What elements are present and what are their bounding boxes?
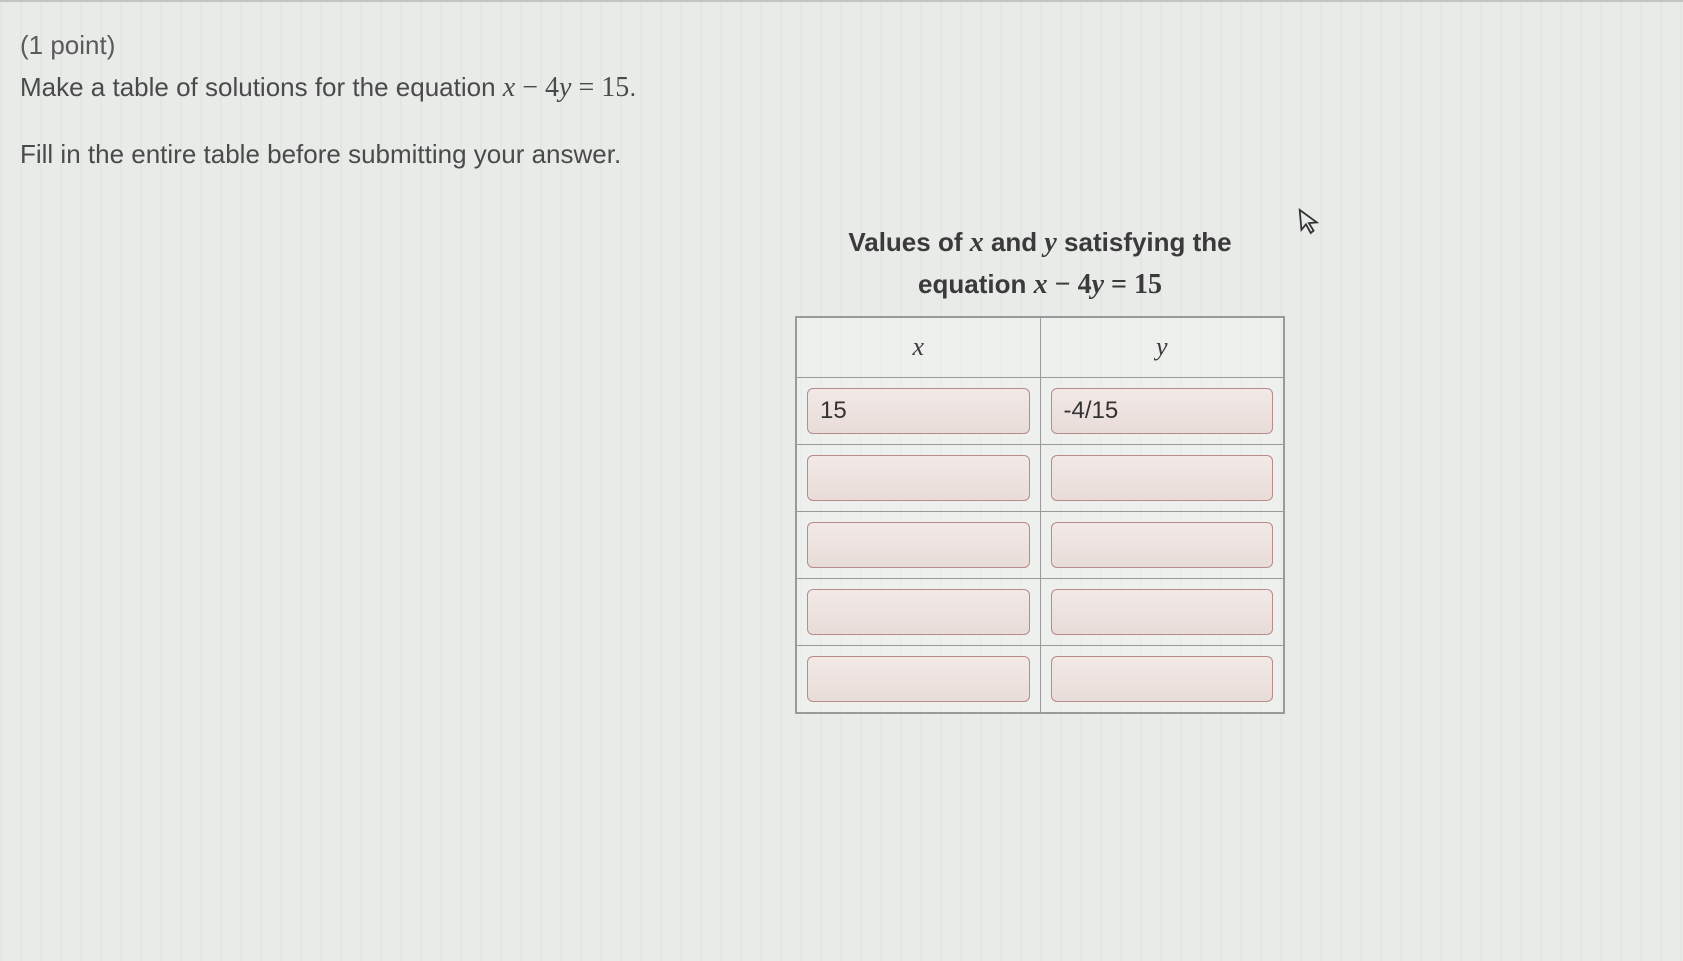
equation-period: . bbox=[629, 72, 636, 102]
caption-y-var: y bbox=[1044, 227, 1056, 258]
table-row bbox=[796, 578, 1284, 645]
caption-eq-y: y bbox=[1092, 269, 1104, 300]
x-input-1[interactable] bbox=[807, 455, 1030, 501]
caption-eq-x: x bbox=[1034, 269, 1048, 300]
instruction-text: Fill in the entire table before submitti… bbox=[20, 139, 1663, 170]
caption-prefix: Values of bbox=[848, 227, 969, 257]
equation-y-var: y bbox=[559, 72, 571, 103]
prompt-prefix: Make a table of solutions for the equati… bbox=[20, 72, 503, 102]
table-row bbox=[796, 645, 1284, 713]
x-input-0[interactable] bbox=[807, 388, 1030, 434]
caption-x-var: x bbox=[970, 227, 984, 258]
equation-coef: 4 bbox=[545, 72, 559, 103]
x-input-4[interactable] bbox=[807, 656, 1030, 702]
solutions-table-container: Values of x and y satisfying the equatio… bbox=[780, 222, 1300, 714]
caption-line2-prefix: equation bbox=[918, 269, 1034, 299]
table-row bbox=[796, 511, 1284, 578]
table-row bbox=[796, 377, 1284, 444]
x-input-2[interactable] bbox=[807, 522, 1030, 568]
equation-rhs: 15 bbox=[601, 72, 629, 103]
equation-minus: − bbox=[515, 72, 545, 103]
y-input-1[interactable] bbox=[1051, 455, 1274, 501]
table-caption: Values of x and y satisfying the equatio… bbox=[780, 222, 1300, 306]
prompt-text: Make a table of solutions for the equati… bbox=[20, 67, 1663, 109]
y-input-4[interactable] bbox=[1051, 656, 1274, 702]
equation-x-var: x bbox=[503, 72, 515, 103]
table-row bbox=[796, 444, 1284, 511]
caption-eq-coef: 4 bbox=[1078, 269, 1092, 300]
caption-and: and bbox=[984, 227, 1045, 257]
column-header-x: x bbox=[796, 317, 1040, 377]
caption-eq-rhs: 15 bbox=[1134, 269, 1162, 300]
equation-eq: = bbox=[571, 72, 601, 103]
y-input-0[interactable] bbox=[1051, 388, 1274, 434]
solutions-table: x y bbox=[795, 316, 1285, 714]
caption-eq-minus: − bbox=[1048, 269, 1078, 300]
y-input-2[interactable] bbox=[1051, 522, 1274, 568]
table-header-row: x y bbox=[796, 317, 1284, 377]
points-label: (1 point) bbox=[20, 30, 1663, 61]
x-input-3[interactable] bbox=[807, 589, 1030, 635]
column-header-y: y bbox=[1040, 317, 1284, 377]
y-input-3[interactable] bbox=[1051, 589, 1274, 635]
caption-eq-eq: = bbox=[1104, 269, 1134, 300]
caption-suffix: satisfying the bbox=[1057, 227, 1232, 257]
cursor-icon bbox=[1298, 206, 1323, 243]
